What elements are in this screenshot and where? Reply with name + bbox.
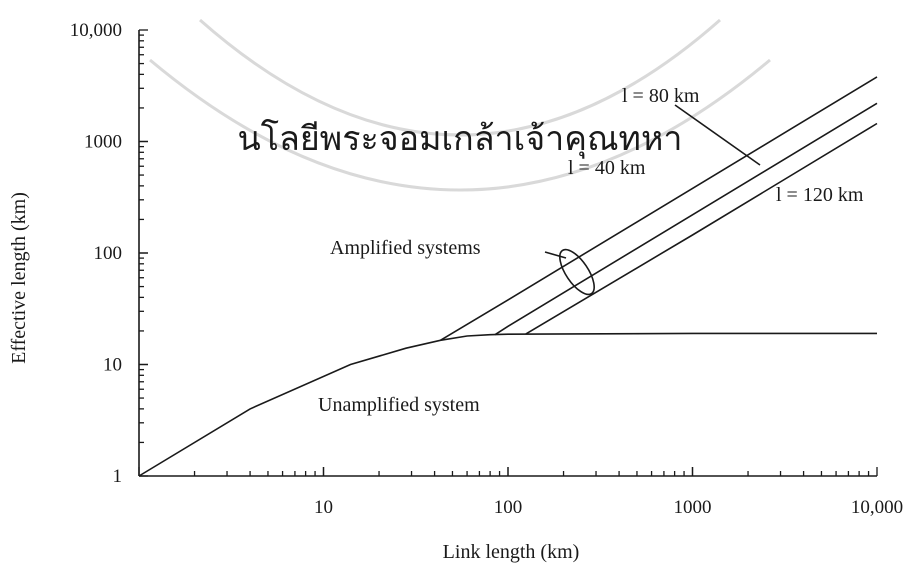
- annotation-amplified: Amplified systems: [330, 237, 481, 259]
- x-axis-title: Link length (km): [443, 541, 580, 563]
- annotations: Unamplified system Amplified systems l =…: [318, 85, 864, 416]
- x-tick-label: 10: [314, 497, 333, 518]
- x-tick-label: 10,000: [851, 497, 903, 518]
- annotation-l80: l = 80 km: [622, 85, 700, 107]
- annotation-unamplified: Unamplified system: [318, 394, 480, 416]
- tick-labels: 10 100 1000 10,000 1 10 100 1000 10,000: [70, 20, 903, 518]
- y-tick-label: 10: [103, 355, 122, 376]
- annotation-l120: l = 120 km: [776, 184, 864, 206]
- watermark-seal: นโลยีพระจอมเกล้าเจ้าคุณทหา: [149, 18, 771, 192]
- annotation-l40: l = 40 km: [568, 157, 646, 179]
- watermark-text: นโลยีพระจอมเกล้าเจ้าคุณทหา: [238, 119, 683, 159]
- y-axis-title: Effective length (km): [8, 192, 30, 364]
- x-tick-label: 1000: [674, 497, 712, 518]
- amplified-systems-ellipse: [559, 248, 595, 296]
- curves: [138, 76, 878, 477]
- y-tick-label: 1: [113, 466, 123, 487]
- axis-ticks: [138, 29, 878, 477]
- leader-line-l80: [674, 104, 761, 166]
- y-tick-label: 1000: [84, 132, 122, 153]
- series-line-3: [525, 122, 878, 335]
- y-tick-label: 10,000: [70, 20, 122, 41]
- series-line-2: [494, 102, 878, 336]
- series-line-1: [439, 76, 878, 341]
- leader-line-amplified: [544, 251, 567, 259]
- x-tick-label: 100: [494, 497, 523, 518]
- y-tick-label: 100: [94, 243, 123, 264]
- series-line-0: [138, 332, 877, 477]
